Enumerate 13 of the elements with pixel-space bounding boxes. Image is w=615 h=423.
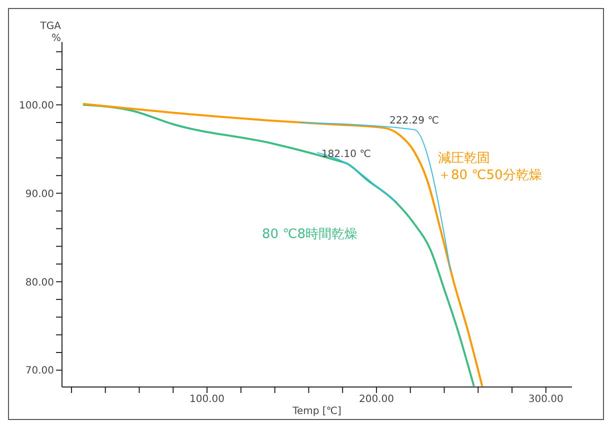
y-tick-label: 70.00 [25,366,54,377]
y-tick-label: 90.00 [25,188,54,200]
y-tick-label: 80.00 [25,277,54,288]
x-tick-label: 300.00 [528,394,564,406]
text: 80 ℃8時間乾燥 [262,226,358,243]
x-tick-label: 100.00 [190,394,225,406]
annotation: 182.10 ℃ [321,149,371,160]
y-tick-label: 100.00 [19,100,54,112]
y-axis-title: TGA % [39,21,61,45]
annotation: 222.29 ℃ [390,116,439,127]
x-tick-label: 200.00 [358,394,394,406]
x-axis-title: Temp [℃] [292,406,342,417]
series-label: 減圧乾固＋80 ℃50分乾燥 [438,150,542,184]
